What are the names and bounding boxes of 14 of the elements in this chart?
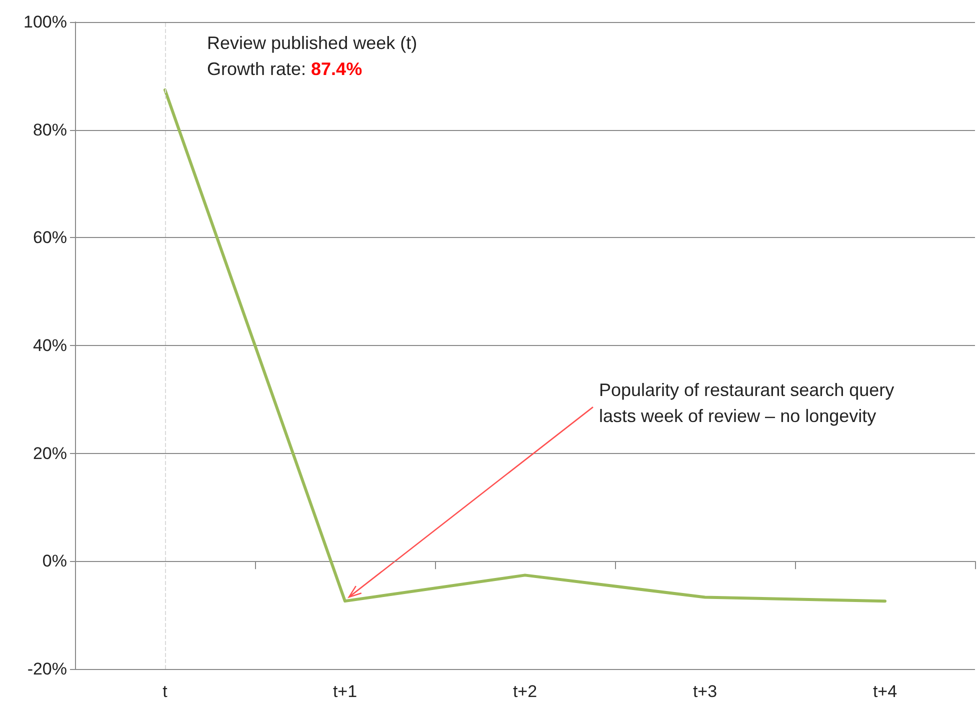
x-tick-label: t+2 [512, 682, 538, 701]
y-tick-label: -20% [27, 660, 67, 678]
x-tick-label: t+4 [872, 682, 898, 701]
x-tick-label: t+3 [692, 682, 718, 701]
x-tick-label: t [162, 682, 168, 701]
y-tick-label: 40% [32, 336, 67, 355]
annotation: Popularity of restaurant search query lasts week of review – no longevity [599, 380, 894, 426]
y-tick-label: 0% [42, 552, 67, 571]
y-tick-label: 60% [32, 228, 67, 248]
y-tick-label: 80% [32, 120, 67, 140]
annotation: Review published week (t) Growth rate: 87.4% [207, 32, 418, 79]
y-tick-label: 20% [32, 444, 67, 463]
x-tick-label: t+1 [332, 682, 358, 701]
y-tick-label: 100% [24, 12, 67, 32]
